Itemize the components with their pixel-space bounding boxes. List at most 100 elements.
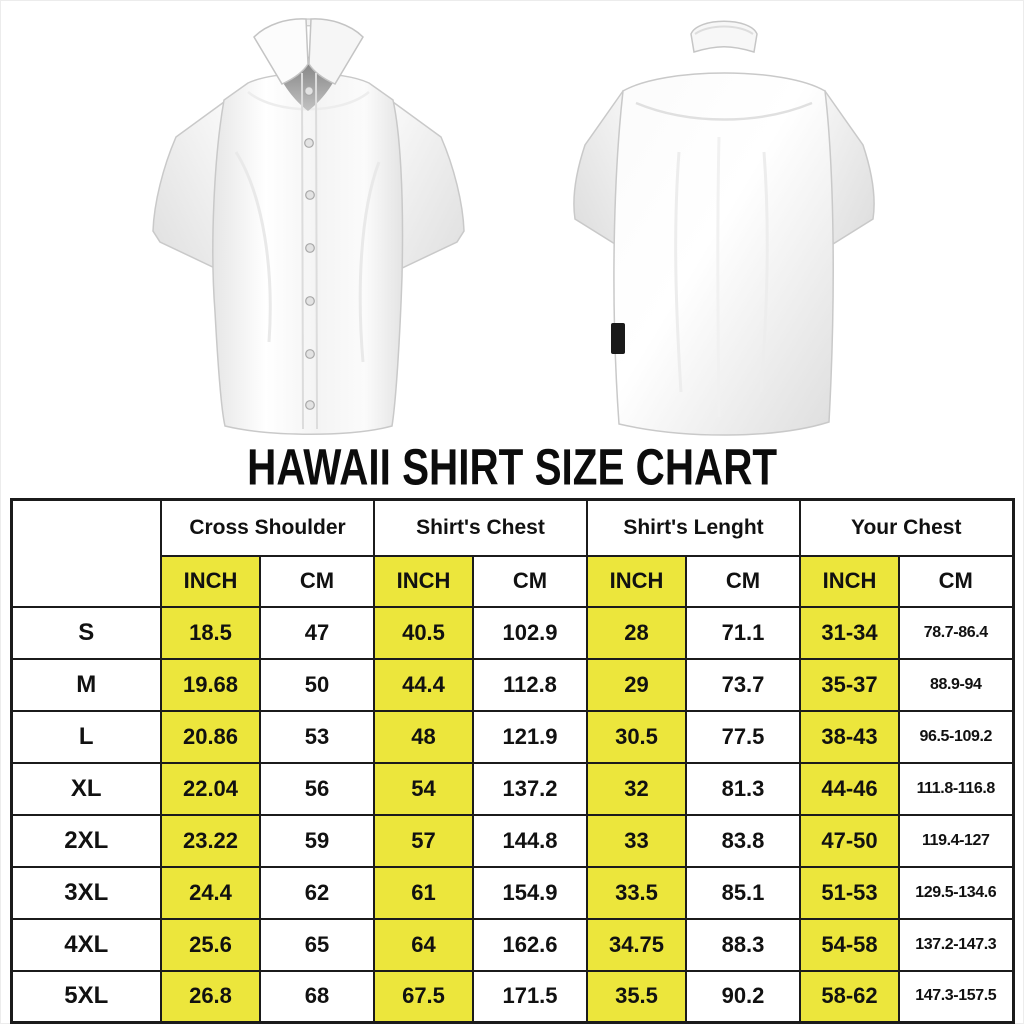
measurement-cell: 137.2-147.3 — [898, 917, 1014, 972]
size-label-cell: 2XL — [10, 813, 162, 868]
shirt-front-graphic — [151, 18, 465, 435]
unit-header-cm: CM — [685, 554, 801, 608]
unit-header-inch: INCH — [373, 554, 474, 608]
measurement-cell: 137.2 — [472, 761, 588, 816]
unit-header-inch: INCH — [586, 554, 687, 608]
measurement-cell: 68 — [259, 969, 375, 1024]
measurement-cell: 121.9 — [472, 709, 588, 764]
group-header-shirts-chest: Shirt's Chest — [373, 498, 588, 557]
measurement-cell: 33 — [586, 813, 687, 868]
unit-header-cm: CM — [259, 554, 375, 608]
size-label-cell: 4XL — [10, 917, 162, 972]
measurement-cell: 90.2 — [685, 969, 801, 1024]
measurement-cell: 144.8 — [472, 813, 588, 868]
measurement-cell: 23.22 — [160, 813, 261, 868]
measurement-cell: 71.1 — [685, 605, 801, 660]
measurement-cell: 119.4-127 — [898, 813, 1014, 868]
measurement-cell: 73.7 — [685, 657, 801, 712]
shirt-buttons — [303, 86, 315, 410]
group-header-shirts-lenght: Shirt's Lenght — [586, 498, 801, 557]
measurement-cell: 58-62 — [799, 969, 900, 1024]
measurement-cell: 51-53 — [799, 865, 900, 920]
group-header-cross-shoulder: Cross Shoulder — [160, 498, 375, 557]
measurement-cell: 67.5 — [373, 969, 474, 1024]
measurement-cell: 35.5 — [586, 969, 687, 1024]
measurement-cell: 61 — [373, 865, 474, 920]
measurement-cell: 25.6 — [160, 917, 261, 972]
size-column-header-blank — [10, 498, 162, 608]
group-header-your-chest: Your Chest — [799, 498, 1014, 557]
measurement-cell: 38-43 — [799, 709, 900, 764]
measurement-cell: 50 — [259, 657, 375, 712]
measurement-cell: 111.8-116.8 — [898, 761, 1014, 816]
measurement-cell: 47-50 — [799, 813, 900, 868]
measurement-cell: 24.4 — [160, 865, 261, 920]
measurement-cell: 31-34 — [799, 605, 900, 660]
measurement-cell: 32 — [586, 761, 687, 816]
measurement-cell: 33.5 — [586, 865, 687, 920]
measurement-cell: 47 — [259, 605, 375, 660]
shirt-back-graphic — [572, 20, 875, 436]
measurement-cell: 18.5 — [160, 605, 261, 660]
unit-header-cm: CM — [898, 554, 1014, 608]
size-table-body: S 18.5 47 40.5 102.9 28 71.1 31-34 78.7-86.4 M 19.… — [10, 605, 1014, 1024]
measurement-cell: 22.04 — [160, 761, 261, 816]
table-row: 3XL 24.4 62 61 154.9 33.5 85.1 51-53 129.5-134.6 — [10, 865, 1014, 920]
measurement-cell: 85.1 — [685, 865, 801, 920]
page-title-text: HAWAII SHIRT SIZE CHART — [247, 437, 777, 496]
measurement-cell: 64 — [373, 917, 474, 972]
measurement-cell: 54-58 — [799, 917, 900, 972]
measurement-cell: 112.8 — [472, 657, 588, 712]
measurement-cell: 44.4 — [373, 657, 474, 712]
shirt-front-image — [136, 7, 481, 442]
measurement-cell: 88.9-94 — [898, 657, 1014, 712]
size-label-cell: S — [10, 605, 162, 660]
measurement-cell: 48 — [373, 709, 474, 764]
measurement-cell: 19.68 — [160, 657, 261, 712]
measurement-cell: 20.86 — [160, 709, 261, 764]
table-row: 2XL 23.22 59 57 144.8 33 83.8 47-50 119.4-127 — [10, 813, 1014, 868]
table-row: M 19.68 50 44.4 112.8 29 73.7 35-37 88.9-94 — [10, 657, 1014, 712]
measurement-cell: 129.5-134.6 — [898, 865, 1014, 920]
measurement-cell: 44-46 — [799, 761, 900, 816]
unit-header-cm: CM — [472, 554, 588, 608]
measurement-cell: 102.9 — [472, 605, 588, 660]
measurement-cell: 147.3-157.5 — [898, 969, 1014, 1024]
measurement-cell: 34.75 — [586, 917, 687, 972]
measurement-cell: 162.6 — [472, 917, 588, 972]
measurement-cell: 56 — [259, 761, 375, 816]
measurement-cell: 28 — [586, 605, 687, 660]
unit-header-inch: INCH — [160, 554, 261, 608]
page-title: HAWAII SHIRT SIZE CHART — [1, 437, 1023, 496]
measurement-cell: 65 — [259, 917, 375, 972]
measurement-cell: 78.7-86.4 — [898, 605, 1014, 660]
measurement-cell: 53 — [259, 709, 375, 764]
shirt-images-row — [1, 1, 1023, 443]
measurement-cell: 40.5 — [373, 605, 474, 660]
measurement-cell: 88.3 — [685, 917, 801, 972]
shirt-side-tag — [610, 323, 625, 354]
shirt-back-image — [559, 7, 889, 442]
group-header-row: Cross Shoulder Shirt's Chest Shirt's Len… — [10, 498, 1014, 608]
size-label-cell: XL — [10, 761, 162, 816]
measurement-cell: 171.5 — [472, 969, 588, 1024]
unit-header-row: INCH CM INCH CM INCH CM INCH CM — [11, 554, 1014, 608]
size-label-cell: L — [10, 709, 162, 764]
table-row: 5XL 26.8 68 67.5 171.5 35.5 90.2 58-62 147.3-157… — [10, 969, 1014, 1024]
size-table-head: Cross Shoulder Shirt's Chest Shirt's Len… — [10, 498, 1014, 608]
measurement-cell: 77.5 — [685, 709, 801, 764]
table-row: S 18.5 47 40.5 102.9 28 71.1 31-34 78.7-86.4 — [10, 605, 1014, 660]
measurement-cell: 154.9 — [472, 865, 588, 920]
unit-header-inch: INCH — [799, 554, 900, 608]
size-table: Cross Shoulder Shirt's Chest Shirt's Len… — [9, 498, 1015, 1024]
measurement-cell: 26.8 — [160, 969, 261, 1024]
measurement-cell: 29 — [586, 657, 687, 712]
measurement-cell: 35-37 — [799, 657, 900, 712]
measurement-cell: 59 — [259, 813, 375, 868]
size-label-cell: M — [10, 657, 162, 712]
measurement-cell: 62 — [259, 865, 375, 920]
table-row: L 20.86 53 48 121.9 30.5 77.5 38-43 96.5-109.2 — [10, 709, 1014, 764]
table-row: XL 22.04 56 54 137.2 32 81.3 44-46 111.8-116.8 — [10, 761, 1014, 816]
measurement-cell: 30.5 — [586, 709, 687, 764]
